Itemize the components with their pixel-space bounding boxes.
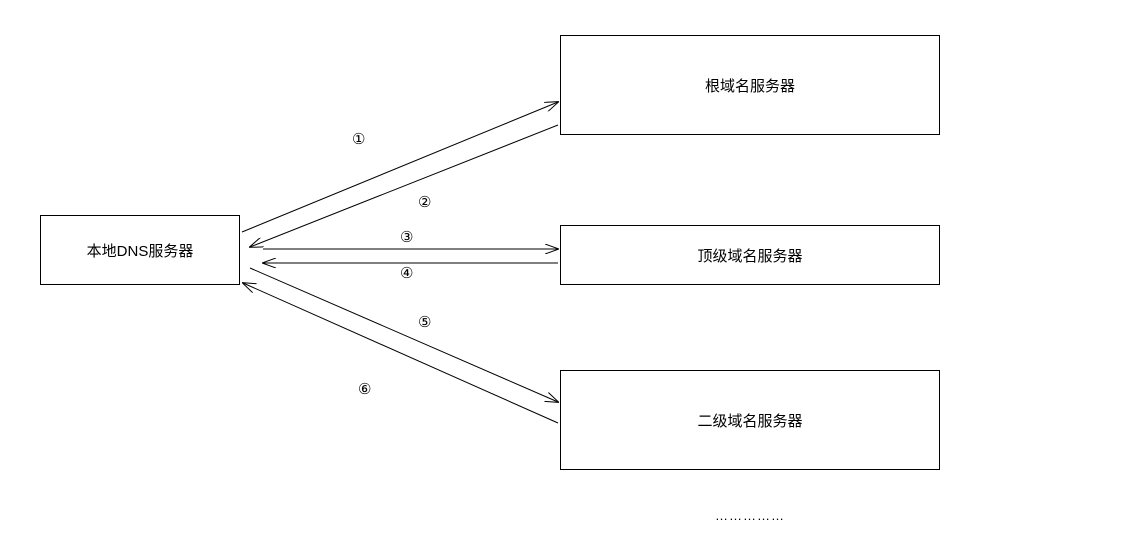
node-root-server-label: 根域名服务器 [705,75,795,96]
node-second-server-label: 二级域名服务器 [697,410,802,431]
node-tld-server-label: 顶级域名服务器 [697,245,802,266]
step-label-2: ② [418,193,431,211]
step-label-3: ③ [400,228,413,246]
step-label-5: ⑤ [418,313,431,331]
node-second-server: 二级域名服务器 [560,370,940,470]
ellipsis-text: …………… [715,508,785,523]
node-local-dns: 本地DNS服务器 [40,215,240,285]
node-local-dns-label: 本地DNS服务器 [87,240,194,261]
node-tld-server: 顶级域名服务器 [560,225,940,285]
step-label-6: ⑥ [358,380,371,398]
step-label-1: ① [352,130,365,148]
node-root-server: 根域名服务器 [560,35,940,135]
step-label-4: ④ [400,264,413,282]
